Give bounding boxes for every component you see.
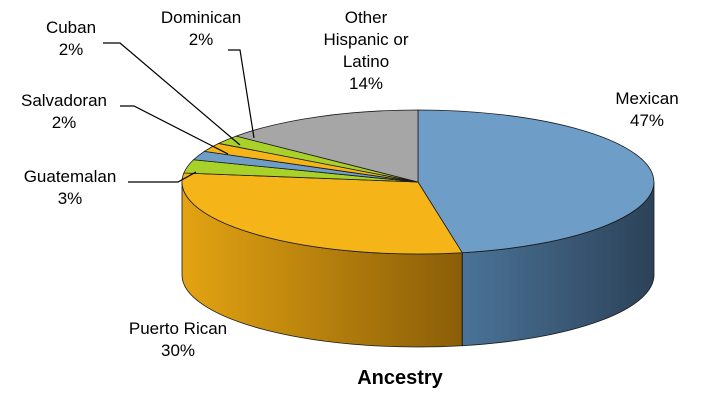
- slice-label-cuban: Cuban 2%: [46, 18, 96, 59]
- leader-line-cuban: [103, 42, 241, 146]
- slice-label-salvadoran: Salvadoran 2%: [21, 91, 107, 132]
- slice-label-guatemalan: Guatemalan 3%: [24, 167, 117, 208]
- chart-title: Ancestry: [357, 367, 443, 389]
- pie-slice-other-hispanic-or-latino: [234, 109, 419, 183]
- slice-label-puerto-rican: Puerto Rican 30%: [129, 319, 227, 360]
- leader-line-salvadoran: [120, 105, 229, 155]
- slice-label-mexican: Mexican 47%: [615, 89, 678, 130]
- leader-line-dominican: [228, 49, 255, 139]
- leader-line-guatemalan: [128, 171, 197, 183]
- pie-slice-puerto-rican: [181, 172, 463, 255]
- slice-labels: Mexican 47% Puerto Rican 30% Guatemalan 3% Sal…: [21, 8, 679, 360]
- leader-lines: [103, 42, 255, 183]
- pie-slice-mexican: [417, 109, 655, 254]
- pie-tops: [181, 109, 655, 255]
- slice-label-other-hispanic-or-latino: Other Hispanic or Latino 14%: [323, 8, 408, 93]
- slice-label-dominican: Dominican 2%: [161, 8, 241, 49]
